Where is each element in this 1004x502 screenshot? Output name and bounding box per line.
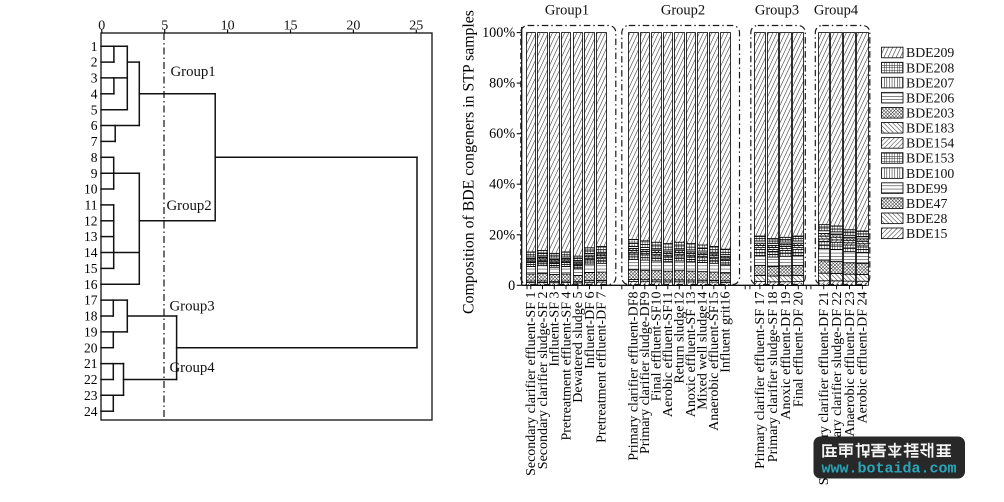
svg-text:100%: 100% — [482, 25, 515, 41]
svg-text:BDE15: BDE15 — [906, 226, 947, 241]
svg-text:Anoxic effluent-SF 13: Anoxic effluent-SF 13 — [684, 292, 699, 418]
svg-text:Anoxic effluent-DF 19: Anoxic effluent-DF 19 — [779, 292, 794, 420]
svg-text:15: 15 — [84, 261, 98, 276]
svg-text:Secondary clarifier sludge-SF: Secondary clarifier sludge-SF 2 — [536, 292, 551, 470]
svg-text:Secondary clarifier effluent-S: Secondary clarifier effluent-SF 1 — [524, 292, 539, 476]
svg-text:Composition of BDE congeners i: Composition of BDE congeners in STP samp… — [461, 10, 478, 314]
svg-text:Primary clarifier sludge-SF 18: Primary clarifier sludge-SF 18 — [766, 292, 781, 463]
svg-text:Group4: Group4 — [814, 3, 859, 19]
svg-text:Influent grit16: Influent grit16 — [719, 292, 734, 373]
svg-text:Secondary clarifier sludge-DF: Secondary clarifier sludge-DF 22 — [830, 292, 845, 479]
svg-text:Return sludge12: Return sludge12 — [673, 292, 688, 384]
svg-text:BDE209: BDE209 — [906, 45, 954, 60]
svg-text:20: 20 — [346, 18, 360, 33]
svg-text:2: 2 — [91, 55, 98, 70]
svg-text:10: 10 — [221, 18, 235, 33]
svg-text:8: 8 — [91, 150, 98, 165]
svg-text:Group3: Group3 — [170, 299, 215, 315]
svg-text:BDE28: BDE28 — [906, 211, 947, 226]
svg-text:12: 12 — [84, 213, 98, 228]
svg-text:Group2: Group2 — [661, 3, 705, 19]
svg-text:Primary clarifier sludge-DF9: Primary clarifier sludge-DF9 — [638, 292, 653, 455]
svg-text:Group1: Group1 — [545, 3, 589, 19]
svg-text:Group2: Group2 — [167, 198, 212, 214]
svg-text:16: 16 — [84, 277, 98, 292]
svg-text:23: 23 — [84, 388, 98, 403]
svg-text:0: 0 — [508, 278, 515, 294]
svg-text:0: 0 — [98, 18, 105, 33]
svg-text:Influent-DF 6: Influent-DF 6 — [583, 292, 598, 369]
svg-text:1: 1 — [91, 39, 98, 54]
svg-text:18: 18 — [84, 309, 98, 324]
svg-text:13: 13 — [84, 229, 98, 244]
svg-text:Primary clarifier effluent-DF8: Primary clarifier effluent-DF8 — [627, 292, 642, 461]
svg-text:4: 4 — [91, 86, 98, 101]
svg-text:BDE183: BDE183 — [906, 121, 954, 136]
svg-text:Dewatered sludge 5: Dewatered sludge 5 — [571, 292, 586, 403]
svg-text:5: 5 — [91, 102, 98, 117]
svg-text:Group3: Group3 — [755, 3, 799, 19]
svg-text:25: 25 — [409, 18, 423, 33]
svg-text:14: 14 — [84, 245, 98, 260]
svg-text:5: 5 — [161, 18, 168, 33]
svg-text:20: 20 — [84, 340, 98, 355]
svg-text:www.botaida.com: www.botaida.com — [821, 461, 956, 478]
svg-text:9: 9 — [91, 166, 98, 181]
svg-text:60%: 60% — [489, 126, 515, 142]
svg-text:Mixed well sludge14: Mixed well sludge14 — [696, 292, 711, 410]
svg-text:7: 7 — [91, 134, 98, 149]
svg-text:80%: 80% — [489, 76, 515, 92]
svg-text:Final effluent-SF10: Final effluent-SF10 — [650, 292, 665, 402]
svg-text:21: 21 — [84, 356, 98, 371]
svg-text:15: 15 — [284, 18, 298, 33]
svg-text:BDE153: BDE153 — [906, 151, 954, 166]
svg-text:3: 3 — [91, 71, 98, 86]
svg-text:6: 6 — [91, 118, 98, 133]
svg-text:24: 24 — [84, 404, 98, 419]
svg-text:19: 19 — [84, 325, 98, 340]
svg-text:BDE207: BDE207 — [906, 75, 954, 90]
svg-text:17: 17 — [84, 293, 98, 308]
svg-text:Anaerobic effluent-SF15: Anaerobic effluent-SF15 — [707, 292, 722, 431]
svg-text:Aerobic effluent-SF11: Aerobic effluent-SF11 — [661, 292, 676, 418]
svg-text:Pretreatment effluent-DF 7: Pretreatment effluent-DF 7 — [595, 292, 610, 443]
svg-text:40%: 40% — [489, 177, 515, 193]
svg-text:Aerobic effluent-DF 24: Aerobic effluent-DF 24 — [856, 292, 871, 424]
svg-text:Final effluent-DF 20: Final effluent-DF 20 — [792, 292, 807, 408]
svg-text:BDE100: BDE100 — [906, 166, 954, 181]
svg-text:Group4: Group4 — [170, 360, 216, 376]
svg-text:20%: 20% — [489, 227, 515, 243]
svg-text:Anaerobic effluent-DF 23: Anaerobic effluent-DF 23 — [843, 292, 858, 437]
svg-text:BDE154: BDE154 — [906, 136, 954, 151]
svg-text:Group1: Group1 — [171, 64, 216, 80]
svg-text:BDE206: BDE206 — [906, 90, 954, 105]
svg-text:Pretreatment effluent-SF 4: Pretreatment effluent-SF 4 — [559, 292, 574, 441]
svg-text:BDE99: BDE99 — [906, 181, 947, 196]
svg-text:BDE47: BDE47 — [906, 196, 947, 211]
svg-text:BDE208: BDE208 — [906, 60, 954, 75]
svg-text:Primary clarifier effluent-SF: Primary clarifier effluent-SF 17 — [753, 292, 768, 469]
svg-text:10: 10 — [84, 182, 98, 197]
svg-text:BDE203: BDE203 — [906, 106, 954, 121]
svg-text:22: 22 — [84, 372, 98, 387]
svg-text:11: 11 — [85, 198, 98, 213]
svg-text:Influent-SF 3: Influent-SF 3 — [548, 292, 563, 367]
